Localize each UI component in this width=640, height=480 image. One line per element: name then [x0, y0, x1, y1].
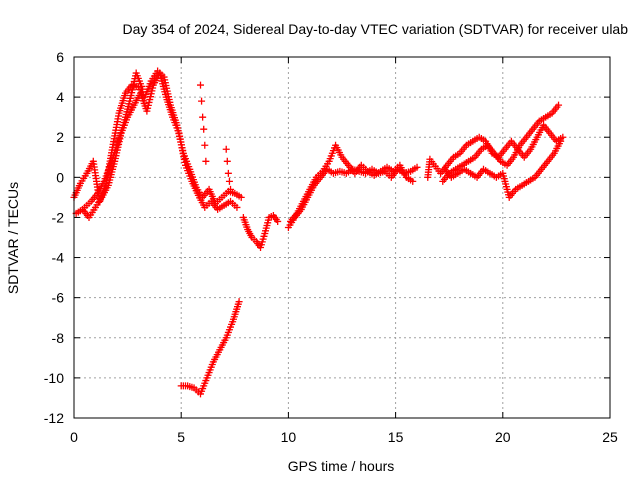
data-point: [223, 157, 231, 165]
series-track-a: [70, 67, 245, 207]
data-markers: [70, 67, 567, 398]
x-tick-label: 15: [388, 429, 404, 445]
x-tick-label: 20: [495, 429, 511, 445]
data-point: [235, 298, 243, 306]
x-tick-label: 5: [177, 429, 185, 445]
y-tick-label: -6: [52, 290, 65, 306]
data-point: [224, 169, 232, 177]
series-spikes: [196, 81, 235, 193]
axis-ticks: 0 5 10 15 20 25 -12 -10 -8 -6 -4 -2 0 2 4 6: [44, 49, 618, 445]
data-point: [201, 141, 209, 149]
y-tick-label: -12: [44, 410, 64, 426]
x-tick-label: 0: [70, 429, 78, 445]
grid-lines: [74, 57, 610, 418]
plot-frame: [73, 56, 611, 419]
data-point: [237, 193, 245, 201]
data-point: [274, 217, 282, 225]
data-point: [139, 85, 147, 93]
y-tick-label: -8: [52, 330, 65, 346]
data-point: [222, 145, 230, 153]
y-tick-label: 4: [56, 89, 64, 105]
series-track-i: [441, 137, 565, 201]
x-tick-label: 25: [602, 429, 618, 445]
chart-title: Day 354 of 2024, Sidereal Day-to-day VTE…: [122, 21, 628, 37]
data-point: [557, 137, 565, 145]
y-tick-label: -2: [52, 209, 65, 225]
data-point: [559, 133, 567, 141]
x-tick-label: 10: [281, 429, 297, 445]
data-point: [413, 163, 421, 171]
data-point: [225, 177, 233, 185]
series-track-f: [287, 141, 417, 225]
data-point: [409, 177, 417, 185]
data-point: [199, 113, 207, 121]
y-tick-label: 0: [56, 169, 64, 185]
data-point: [227, 185, 235, 193]
series-track-j: [177, 298, 243, 398]
y-tick-label: 6: [56, 49, 64, 65]
data-point: [202, 157, 210, 165]
y-tick-label: -10: [44, 370, 64, 386]
y-tick-label: -4: [52, 250, 65, 266]
data-point: [196, 81, 204, 89]
series-track-d: [239, 211, 282, 252]
y-tick-label: 2: [56, 129, 64, 145]
series-track-h: [439, 101, 563, 185]
data-point: [555, 101, 563, 109]
data-point: [198, 97, 206, 105]
data-point: [200, 125, 208, 133]
series-track-c: [81, 69, 147, 211]
y-axis-label: SDTVAR / TECUs: [5, 182, 21, 294]
data-point: [233, 203, 241, 211]
x-axis-label: GPS time / hours: [288, 458, 395, 474]
